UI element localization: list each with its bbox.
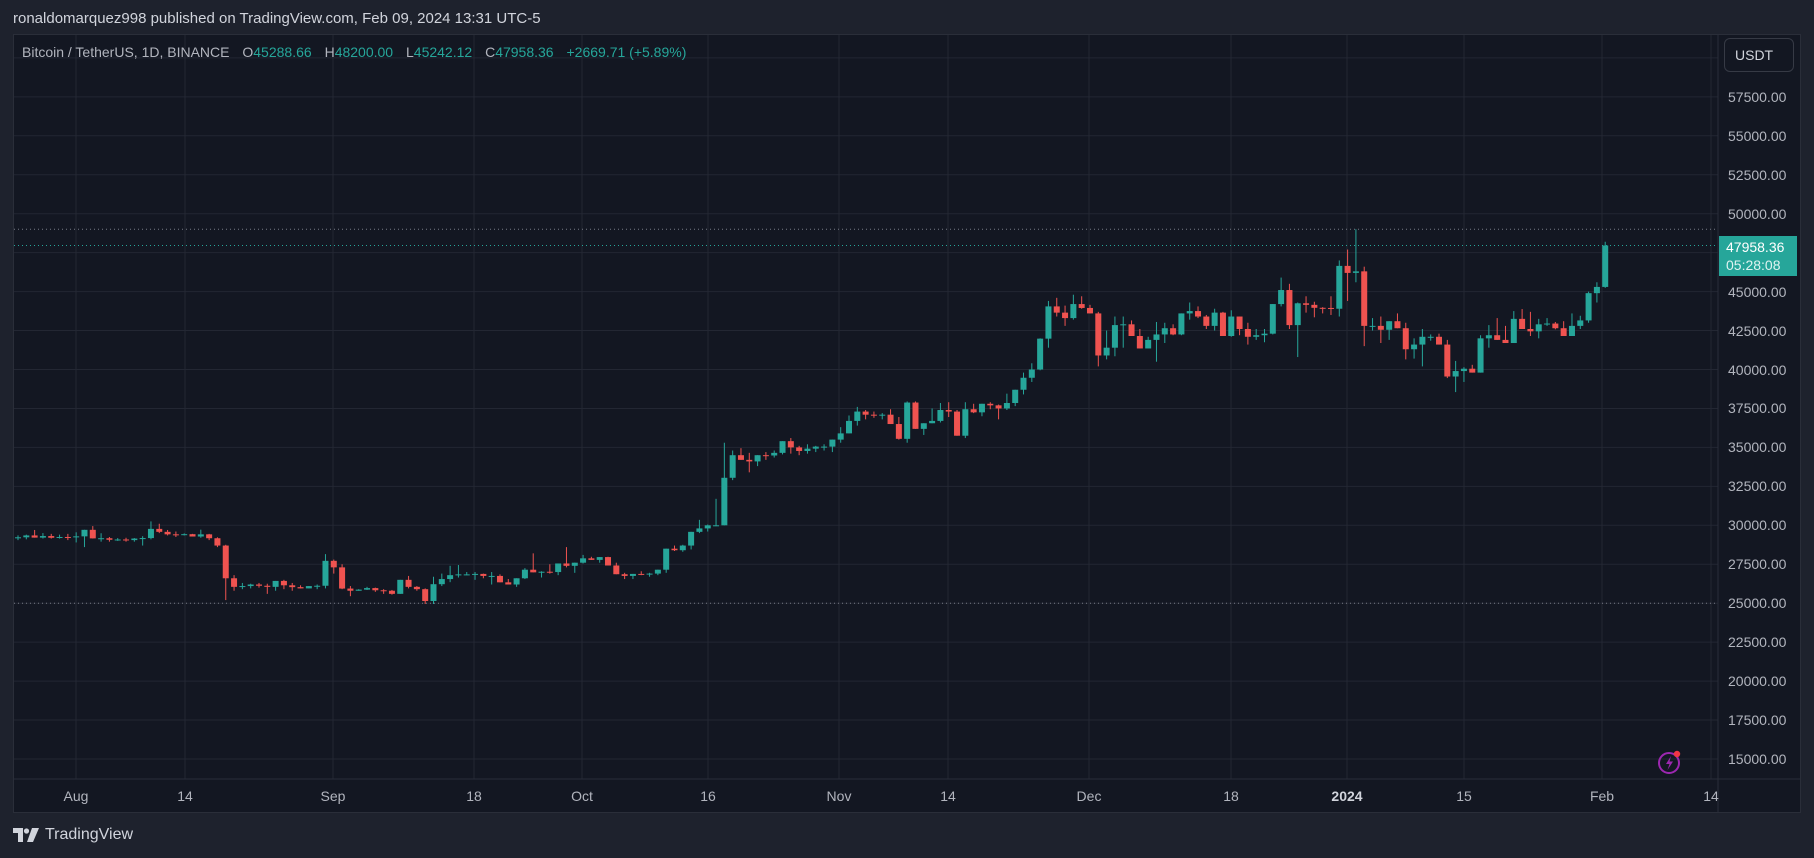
ohlc-legend: Bitcoin / TetherUS, 1D, BINANCE O45288.6… bbox=[22, 44, 686, 60]
price-tick-label: 50000.00 bbox=[1728, 205, 1787, 222]
price-tick-label: 40000.00 bbox=[1728, 361, 1787, 378]
price-tick-label: 37500.00 bbox=[1728, 400, 1787, 417]
time-tick-label: 14 bbox=[1703, 788, 1719, 804]
open-label: O bbox=[242, 44, 254, 60]
price-tick-label: 57500.00 bbox=[1728, 88, 1787, 105]
price-tick-label: 17500.00 bbox=[1728, 712, 1787, 729]
price-tick-label: 20000.00 bbox=[1728, 673, 1787, 690]
last-price-value: 47958.36 bbox=[1726, 239, 1785, 255]
price-tick-label: 25000.00 bbox=[1728, 595, 1787, 612]
currency-button[interactable]: USDT bbox=[1724, 38, 1794, 72]
time-tick-label: Nov bbox=[826, 788, 852, 804]
symbol-label[interactable]: Bitcoin / TetherUS, 1D, BINANCE bbox=[22, 44, 230, 60]
price-tick-label: 30000.00 bbox=[1728, 517, 1787, 534]
time-tick-label: Oct bbox=[571, 788, 593, 804]
tradingview-logo-icon bbox=[13, 828, 39, 842]
tradingview-brand: TradingView bbox=[45, 826, 134, 843]
price-tick-label: 27500.00 bbox=[1728, 556, 1787, 573]
time-tick-label: 14 bbox=[940, 788, 956, 804]
price-tick-label: 15000.00 bbox=[1728, 751, 1787, 767]
low-label: L bbox=[405, 44, 414, 60]
time-tick-label: 18 bbox=[1223, 788, 1239, 804]
close-label: C bbox=[485, 44, 496, 60]
price-tick-label: 55000.00 bbox=[1728, 127, 1787, 144]
time-tick-label: 15 bbox=[1456, 788, 1472, 804]
low-value: 45242.12 bbox=[413, 44, 473, 60]
time-tick-label: Feb bbox=[1589, 788, 1615, 804]
time-tick-label: 16 bbox=[700, 788, 716, 804]
price-tick-label: 22500.00 bbox=[1728, 634, 1787, 651]
time-tick-label: Dec bbox=[1076, 788, 1102, 804]
time-tick-label: Sep bbox=[320, 788, 346, 804]
high-label: H bbox=[324, 44, 335, 60]
lightning-icon[interactable] bbox=[1657, 749, 1683, 775]
high-value: 48200.00 bbox=[334, 44, 394, 60]
publish-info: ronaldomarquez998 published on TradingVi… bbox=[13, 10, 541, 27]
change-value: +2669.71 (+5.89%) bbox=[566, 44, 687, 60]
time-tick-label: 18 bbox=[466, 788, 482, 804]
footer-branding: TradingView bbox=[13, 826, 133, 844]
open-value: 45288.66 bbox=[253, 44, 312, 60]
time-tick-label: 2024 bbox=[1331, 788, 1363, 804]
bar-countdown: 05:28:08 bbox=[1726, 257, 1781, 273]
price-tick-label: 52500.00 bbox=[1728, 166, 1787, 183]
price-tick-label: 32500.00 bbox=[1728, 478, 1787, 495]
price-tick-label: 42500.00 bbox=[1728, 322, 1787, 339]
time-tick-label: 14 bbox=[177, 788, 193, 804]
price-tick-label: 45000.00 bbox=[1728, 283, 1787, 300]
time-tick-label: Aug bbox=[63, 788, 89, 804]
last-price-tag: 47958.36 05:28:08 bbox=[1719, 236, 1797, 276]
price-tick-label: 35000.00 bbox=[1728, 439, 1787, 456]
close-value: 47958.36 bbox=[495, 44, 554, 60]
